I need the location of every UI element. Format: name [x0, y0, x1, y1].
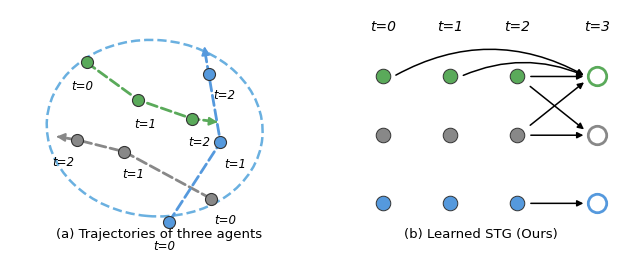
Text: t=0: t=0 [71, 80, 93, 93]
Point [592, 74, 602, 78]
Point [204, 72, 214, 76]
Point [378, 74, 388, 78]
Text: t=2: t=2 [213, 89, 235, 102]
Point [119, 150, 129, 154]
Point [445, 74, 455, 78]
Text: t=0: t=0 [153, 240, 175, 253]
Text: t=0: t=0 [370, 20, 396, 34]
Point [81, 60, 92, 65]
Text: t=1: t=1 [437, 20, 463, 34]
Point [72, 138, 83, 142]
Text: t=0: t=0 [214, 214, 236, 227]
Text: (a) Trajectories of three agents: (a) Trajectories of three agents [56, 228, 262, 241]
Text: t=1: t=1 [134, 117, 156, 131]
Point [445, 201, 455, 206]
Text: t=2: t=2 [504, 20, 531, 34]
Point [445, 133, 455, 137]
Point [215, 140, 225, 144]
Text: t=1: t=1 [225, 158, 247, 171]
Point [378, 201, 388, 206]
Text: t=2: t=2 [52, 156, 74, 169]
Text: t=1: t=1 [122, 168, 145, 181]
Point [378, 133, 388, 137]
Text: t=3: t=3 [584, 20, 610, 34]
Point [187, 117, 197, 121]
Point [592, 201, 602, 206]
Text: (b) Learned STG (Ours): (b) Learned STG (Ours) [404, 228, 557, 241]
Point [512, 201, 522, 206]
Point [164, 220, 174, 224]
Point [592, 133, 602, 137]
Point [512, 133, 522, 137]
Point [206, 197, 216, 201]
Point [133, 98, 143, 102]
Point [512, 74, 522, 78]
Text: t=2: t=2 [188, 136, 211, 149]
